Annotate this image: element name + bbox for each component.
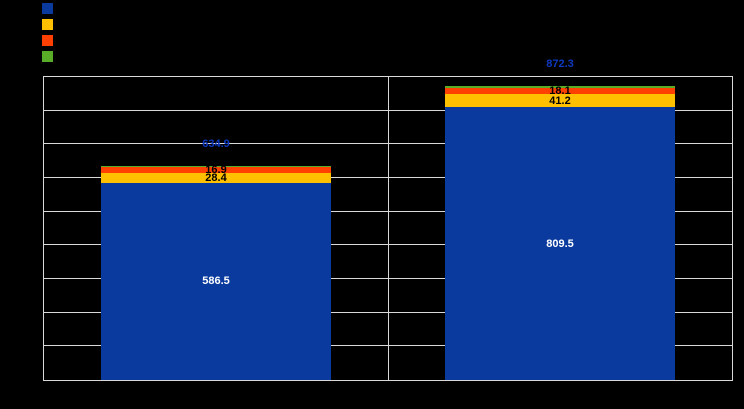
bar2-label-blue: 809.5	[546, 237, 574, 250]
bar1-label-blue: 586.5	[202, 275, 230, 288]
category-divider-line	[388, 77, 389, 380]
legend-swatch-yellow	[42, 19, 53, 30]
bar2-segment-green	[445, 86, 675, 88]
bar2-label-red: 18.1	[549, 84, 571, 97]
bar1-segment-red	[101, 167, 331, 173]
bar2-total-label: 872.3	[546, 58, 574, 71]
bar1-label-red: 16.9	[205, 164, 227, 177]
plot-area: 586.5 28.4 16.9 634.9 809.5 41.2 18.1 872.3	[43, 58, 733, 381]
bar2-label-yellow: 41.2	[549, 94, 571, 107]
legend-swatch-red	[42, 35, 53, 46]
legend-swatch-green	[42, 51, 53, 62]
legend-swatch-blue	[42, 3, 53, 14]
bar1-segment-green	[101, 166, 331, 168]
chart-legend	[42, 3, 53, 67]
bar2-segment-red	[445, 87, 675, 94]
bar1-label-yellow: 28.4	[205, 171, 227, 184]
bar2-segment-blue	[445, 107, 675, 380]
bar1-segment-yellow	[101, 173, 331, 183]
bar1-total-label: 634.9	[202, 138, 230, 151]
bar1-segment-blue	[101, 182, 331, 380]
bar2-segment-yellow	[445, 93, 675, 108]
